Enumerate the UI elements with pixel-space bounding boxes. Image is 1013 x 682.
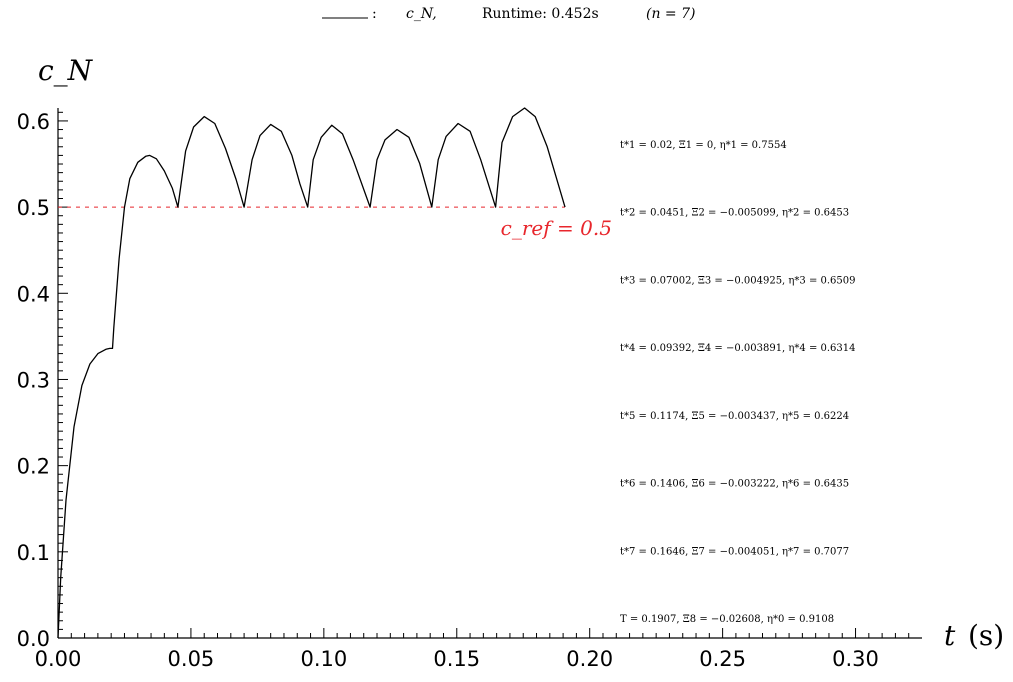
legend-series-label: c_N, — [406, 6, 437, 22]
x-axis-label: t — [944, 619, 956, 652]
x-axis-unit: (s) — [968, 619, 1004, 652]
y-tick-label: 0.4 — [17, 282, 50, 306]
x-tick-label: 0.15 — [433, 647, 480, 671]
annotation-label: t*4 = 0.09392, Ξ4 = −0.003891, η*4 = 0.6… — [620, 343, 856, 354]
y-tick-label: 0.2 — [17, 455, 50, 479]
annotation-label: t*5 = 0.1174, Ξ5 = −0.003437, η*5 = 0.62… — [620, 411, 849, 422]
reference-layer: c_ref = 0.5 — [58, 207, 612, 240]
ticks-layer: 0.00 0.05 0.10 0.15 0.20 0.25 0.300.00.10.20.3… — [17, 110, 909, 671]
x-tick-label: 0.05 — [168, 647, 215, 671]
x-tick-label: 0.20 — [566, 647, 613, 671]
y-tick-label: 0.5 — [17, 196, 50, 220]
annotation-label: t*7 = 0.1646, Ξ7 = −0.004051, η*7 = 0.70… — [620, 546, 849, 557]
legend-marker: : — [372, 6, 377, 22]
series-line — [58, 108, 565, 638]
series-layer — [58, 108, 565, 638]
x-tick-label: 0.10 — [300, 647, 347, 671]
legend-n-label: (n = 7) — [646, 6, 695, 22]
y-axis-label: c_N — [38, 54, 94, 87]
y-tick-label: 0.0 — [17, 627, 50, 651]
annotations-layer: t*1 = 0.02, Ξ1 = 0, η*1 = 0.7554 t*2 = 0.… — [620, 140, 856, 625]
y-tick-label: 0.3 — [17, 368, 50, 392]
y-tick-label: 0.1 — [17, 541, 50, 565]
y-tick-label: 0.6 — [17, 110, 50, 134]
legend-runtime: Runtime: 0.452s — [482, 6, 599, 22]
annotation-label: t*6 = 0.1406, Ξ6 = −0.003222, η*6 = 0.64… — [620, 479, 849, 490]
annotation-label: t*3 = 0.07002, Ξ3 = −0.004925, η*3 = 0.6… — [620, 275, 856, 286]
annotation-label: t*1 = 0.02, Ξ1 = 0, η*1 = 0.7554 — [620, 140, 787, 151]
x-tick-label: 0.30 — [832, 647, 879, 671]
legend: : c_N, Runtime: 0.452s (n = 7) — [322, 6, 695, 22]
reference-label: c_ref = 0.5 — [501, 216, 612, 240]
annotation-label: T = 0.1907, Ξ8 = −0.02608, η*0 = 0.9108 — [620, 614, 834, 625]
annotation-label: t*2 = 0.0451, Ξ2 = −0.005099, η*2 = 0.64… — [620, 208, 849, 219]
x-tick-label: 0.25 — [699, 647, 746, 671]
